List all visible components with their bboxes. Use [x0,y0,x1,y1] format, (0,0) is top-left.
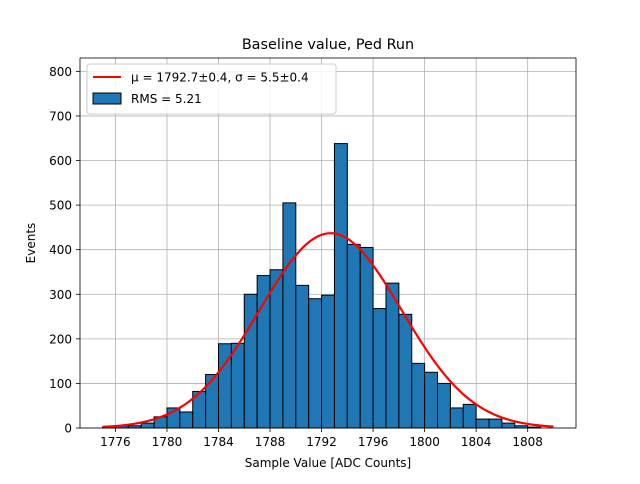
histogram-bar [179,411,194,429]
x-tick-label: 1796 [358,435,389,449]
histogram-bars [102,143,542,429]
y-axis-ticks: 0 100 200 300 400 500 600 700 800 [49,65,80,436]
histogram-bar [449,407,464,429]
y-tick-label: 400 [49,243,72,257]
x-tick-label: 1784 [203,435,234,449]
x-tick-label: 1788 [255,435,286,449]
histogram-bar [385,282,400,429]
histogram-bar [424,371,439,429]
histogram-bar [321,294,335,429]
histogram-bar [501,422,516,429]
x-tick-label: 1804 [461,435,492,449]
histogram-bar [398,313,413,429]
histogram-bar [230,342,245,429]
histogram-bar [411,362,426,429]
histogram-bar [205,374,219,429]
histogram-bar [308,298,323,429]
histogram-bar [295,284,310,429]
histogram-bar [333,143,348,429]
histogram-bar [437,382,451,429]
histogram-bar [488,418,503,429]
fit-curve [102,232,554,428]
histogram-bar [243,293,258,429]
x-tick-label: 1800 [409,435,440,449]
legend: μ = 1792.7±0.4, σ = 5.5±0.4 RMS = 5.21 [86,63,337,115]
legend-fit-label: μ = 1792.7±0.4, σ = 5.5±0.4 [131,71,309,85]
y-tick-label: 300 [49,288,72,302]
histogram-bar [359,246,374,429]
x-tick-label: 1780 [152,435,183,449]
histogram-bar [462,403,477,429]
histogram-bar [269,269,284,429]
y-tick-label: 200 [49,332,72,346]
histogram-bar [475,418,490,429]
x-axis-label: Sample Value [ADC Counts] [245,456,411,470]
y-tick-label: 0 [64,422,72,436]
y-axis-label: Events [24,223,38,264]
y-tick-label: 800 [49,65,72,79]
y-tick-label: 700 [49,109,72,123]
plot-frame [79,57,577,429]
x-tick-label: 1776 [100,435,131,449]
histogram-bar [256,275,271,429]
histogram-bar [140,422,155,429]
legend-bars-label: RMS = 5.21 [131,92,202,106]
legend-box [86,63,337,115]
histogram-bar [372,308,387,429]
legend-bars-swatch [92,92,122,105]
x-tick-label: 1792 [306,435,337,449]
chart-title: Baseline value, Ped Run [242,37,414,53]
histogram-bar [346,243,361,429]
y-tick-label: 500 [49,199,72,213]
histogram-bar [282,202,297,429]
x-axis-ticks: 1776 1780 1784 1788 1792 1796 1800 1804 1808 [100,428,543,449]
gaussian-fit [102,232,554,428]
x-tick-label: 1808 [512,435,543,449]
y-tick-label: 600 [49,154,72,168]
y-tick-label: 100 [49,377,72,391]
